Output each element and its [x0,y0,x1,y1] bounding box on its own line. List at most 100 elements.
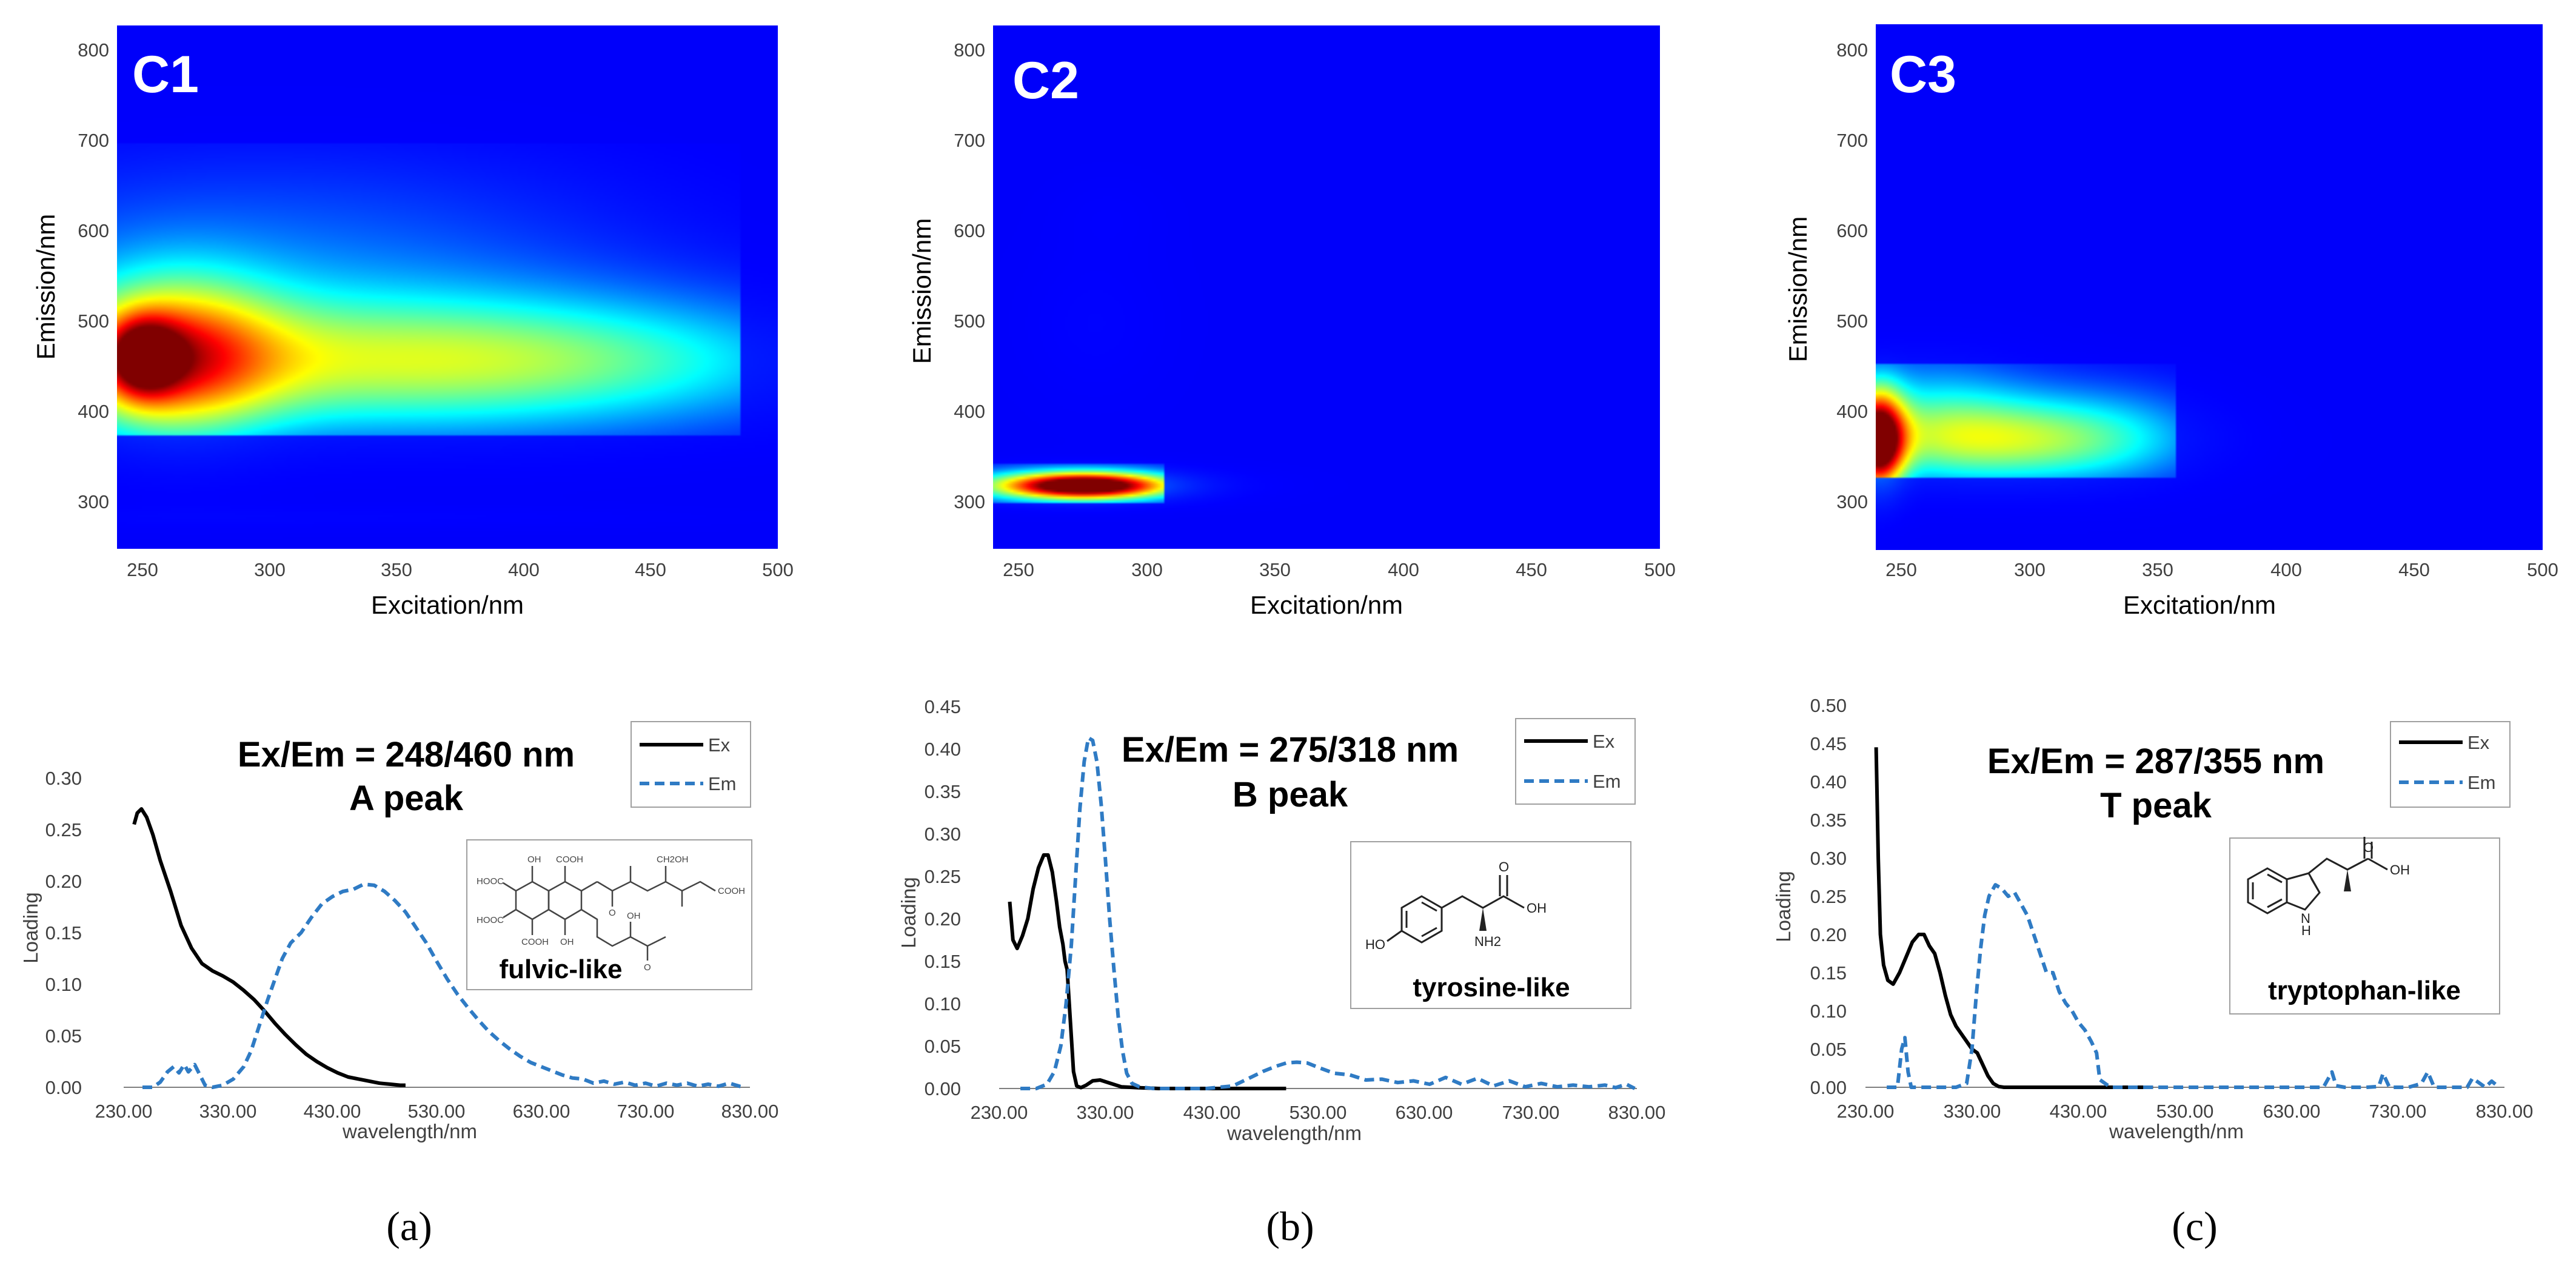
contour-ytick-label: 500 [1836,310,1868,332]
loading-title-line1: Ex/Em = 275/318 nm [1122,730,1459,770]
contour-xlabel: Excitation/nm [371,591,524,619]
contour-xtick-label: 450 [2398,559,2430,580]
loading-title-line1: Ex/Em = 287/355 nm [1987,742,2324,781]
structure-sub-label: N [2301,911,2310,926]
structure-box-tyrosine: O OH NH2 HO tyrosine-like [1350,841,1631,1009]
loading-ytick-labels: 0.00 0.05 0.10 0.15 0.20 0.25 0.30 0.35 … [1810,695,1847,1098]
contour-ytick-label: 600 [78,220,109,241]
contour-ytick-label: 500 [954,310,985,332]
loading-line-ex [132,807,406,1087]
structure-sub-label: NH2 [1474,934,1501,949]
loading-xtick-label: 330.00 [1944,1101,2001,1122]
contour-xtick-label: 350 [2142,559,2173,580]
structure-sub-label: OH [627,911,641,921]
loading-line-em [1020,736,1636,1090]
legend: Ex Em [1515,718,1636,805]
loading-ytick-label: 0.15 [925,951,961,972]
contour-xtick-label: 250 [1885,559,1917,580]
contour-ytick-label: 300 [78,491,109,512]
loading-ytick-label: 0.20 [1810,924,1847,945]
structure-sub-label: OH [527,854,541,865]
contour-heatmap-c2 [993,25,1660,549]
contour-ytick-label: 500 [78,310,109,332]
structure-sub-label: OH [2390,862,2410,877]
contour-xtick-label: 500 [1644,559,1676,580]
loading-ytick-label: 0.15 [1810,962,1847,984]
loading-xlabel: wavelength/nm [2109,1120,2244,1142]
loading-line-ex [1874,747,2153,1089]
loading-xtick-label: 730.00 [617,1101,675,1122]
contour-xtick-label: 300 [254,559,286,580]
contour-label-c1: C1 [132,45,199,104]
loading-xtick-label: 530.00 [1290,1102,1347,1123]
structure-label-tyrosine: tyrosine-like [1413,973,1570,1002]
contour-xtick-label: 450 [635,559,666,580]
contour-xtick-label: 400 [1388,559,1419,580]
loading-ytick-label: 0.10 [45,974,82,995]
loading-ytick-label: 0.30 [925,824,961,845]
loading-xtick-labels: 230.00 330.00 430.00 530.00 630.00 730.0… [1837,1101,2534,1122]
contour-ytick-labels: 300 400 500 600 700 800 [78,39,109,512]
loading-line-em [142,882,745,1089]
loading-ytick-label: 0.30 [45,768,82,789]
loading-ytick-label: 0.00 [1810,1077,1847,1098]
loading-ytick-label: 0.35 [1810,810,1847,831]
contour-xtick-label: 250 [127,559,158,580]
loading-ytick-labels: 0.00 0.05 0.10 0.15 0.20 0.25 0.30 [45,768,82,1098]
loading-series-c [1874,747,2501,1089]
structure-sub-label: OH [560,937,574,947]
legend-ex-label: Ex [708,734,731,756]
fulvic-acid-structure-icon [503,866,716,961]
loading-xtick-label: 730.00 [1502,1102,1560,1123]
loading-series-a [132,807,745,1089]
structure-sub-label: CH2OH [657,854,689,865]
loading-ylabel: Loading [19,892,42,963]
panel-caption-a: (a) [386,1203,432,1249]
contour-xtick-label: 500 [762,559,794,580]
tryptophan-structure-icon [2247,837,2388,914]
legend: Ex Em [2390,721,2511,808]
structure-box-tryptophan: O OH N H tryptophan-like [2229,837,2500,1015]
contour-xtick-label: 300 [2014,559,2046,580]
loading-ytick-label: 0.50 [1810,695,1847,716]
contour-xtick-label: 350 [381,559,412,580]
loading-xtick-label: 830.00 [2476,1101,2534,1122]
structure-sub-label: COOH [718,886,745,896]
contour-ytick-label: 700 [1836,130,1868,151]
contour-label-c2: C2 [1012,52,1079,110]
loading-ytick-label: 0.10 [925,993,961,1015]
contour-ytick-labels: 300 400 500 600 700 800 [1836,39,1868,512]
loading-title-line2: T peak [2100,786,2212,825]
contour-ytick-label: 400 [1836,401,1868,422]
loading-ytick-label: 0.05 [925,1036,961,1057]
loading-ytick-label: 0.05 [1810,1039,1847,1060]
structure-sub-label: O [1499,859,1509,874]
contour-xtick-labels: 250 300 350 400 450 500 [127,559,794,580]
structure-sub-label: HOOC [477,876,504,887]
loading-xtick-label: 530.00 [408,1101,466,1122]
loading-ylabel: Loading [897,877,920,948]
structure-sub-label: HO [1365,937,1385,952]
loading-title-line1: Ex/Em = 248/460 nm [238,735,575,774]
panel-a: C1 250 300 350 400 450 500 300 400 500 6… [19,25,794,1249]
loading-title-line2: A peak [349,779,464,818]
contour-heatmap-c3 [1876,24,2543,550]
loading-series-b [1008,736,1636,1090]
panel-c: C3 250 300 350 400 450 500 300 400 500 6… [1772,24,2558,1249]
panel-caption-b: (b) [1266,1203,1314,1249]
contour-xtick-label: 400 [508,559,540,580]
loading-chart-b: 0.00 0.05 0.10 0.15 0.20 0.25 0.30 0.35 … [897,696,1665,1144]
loading-ytick-label: 0.25 [1810,886,1847,907]
structure-box-fulvic: OH COOH CH2OH HOOC HOOC COOH COOH OH OH … [466,839,752,990]
structure-sub-label: OH [1527,901,1547,916]
tyrosine-structure-labels: O OH NH2 HO [1365,859,1547,952]
loading-xlabel: wavelength/nm [1226,1122,1362,1144]
contour-ytick-label: 400 [954,401,985,422]
loading-xtick-label: 330.00 [199,1101,257,1122]
loading-ytick-labels: 0.00 0.05 0.10 0.15 0.20 0.25 0.30 0.35 … [925,696,961,1099]
contour-ytick-label: 700 [954,130,985,151]
loading-ytick-label: 0.05 [45,1025,82,1047]
contour-label-c3: C3 [1890,45,1956,104]
tryptophan-wedge-bond-icon [2344,870,2351,891]
contour-xlabel: Excitation/nm [2123,591,2276,619]
